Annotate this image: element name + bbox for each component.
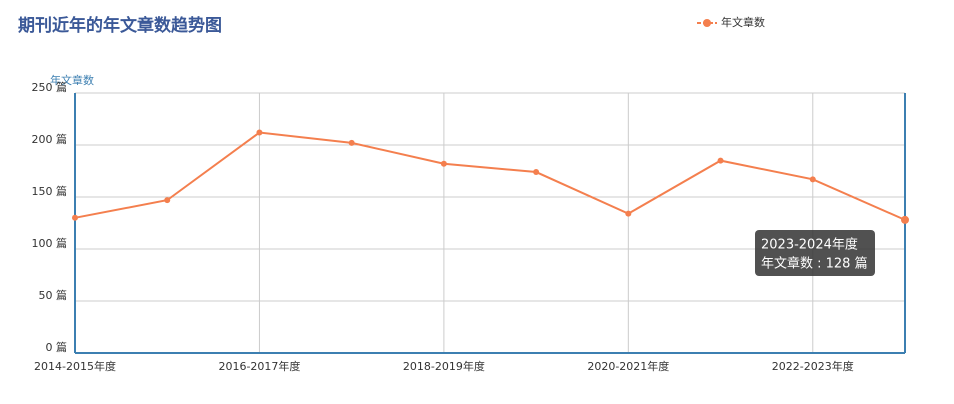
y-tick-label: 250 篇 [32, 80, 68, 94]
x-tick-label: 2014-2015年度 [34, 359, 116, 373]
y-tick-label: 50 篇 [39, 288, 68, 302]
tooltip-box [755, 230, 875, 276]
legend-marker [703, 19, 711, 27]
y-tick-label: 0 篇 [46, 340, 68, 354]
x-tick-label: 2016-2017年度 [218, 359, 300, 373]
point [625, 210, 632, 217]
point [440, 160, 447, 167]
point [256, 129, 263, 136]
point [533, 169, 540, 176]
x-tick-label: 2022-2023年度 [772, 359, 854, 373]
y-tick-label: 100 篇 [32, 236, 68, 250]
point [164, 197, 171, 204]
axis-name: 年文章数 [50, 73, 94, 87]
point [348, 139, 355, 146]
point [901, 215, 909, 224]
line [74, 131, 906, 221]
x-tick-label: 2018-2019年度 [403, 359, 485, 373]
y-tick-label: 200 篇 [32, 132, 68, 146]
point [809, 176, 816, 183]
tooltip-title: 2023-2024年度 [761, 237, 858, 253]
legend-label: 年文章数 [721, 15, 765, 29]
chart-title: 期刊近年的年文章数趋势图 [18, 15, 222, 36]
x-tick-label: 2020-2021年度 [587, 359, 669, 373]
y-tick-label: 150 篇 [32, 184, 68, 198]
tooltip-text: 年文章数 : 128 篇 [761, 256, 868, 272]
point [717, 157, 724, 164]
point [72, 214, 78, 221]
